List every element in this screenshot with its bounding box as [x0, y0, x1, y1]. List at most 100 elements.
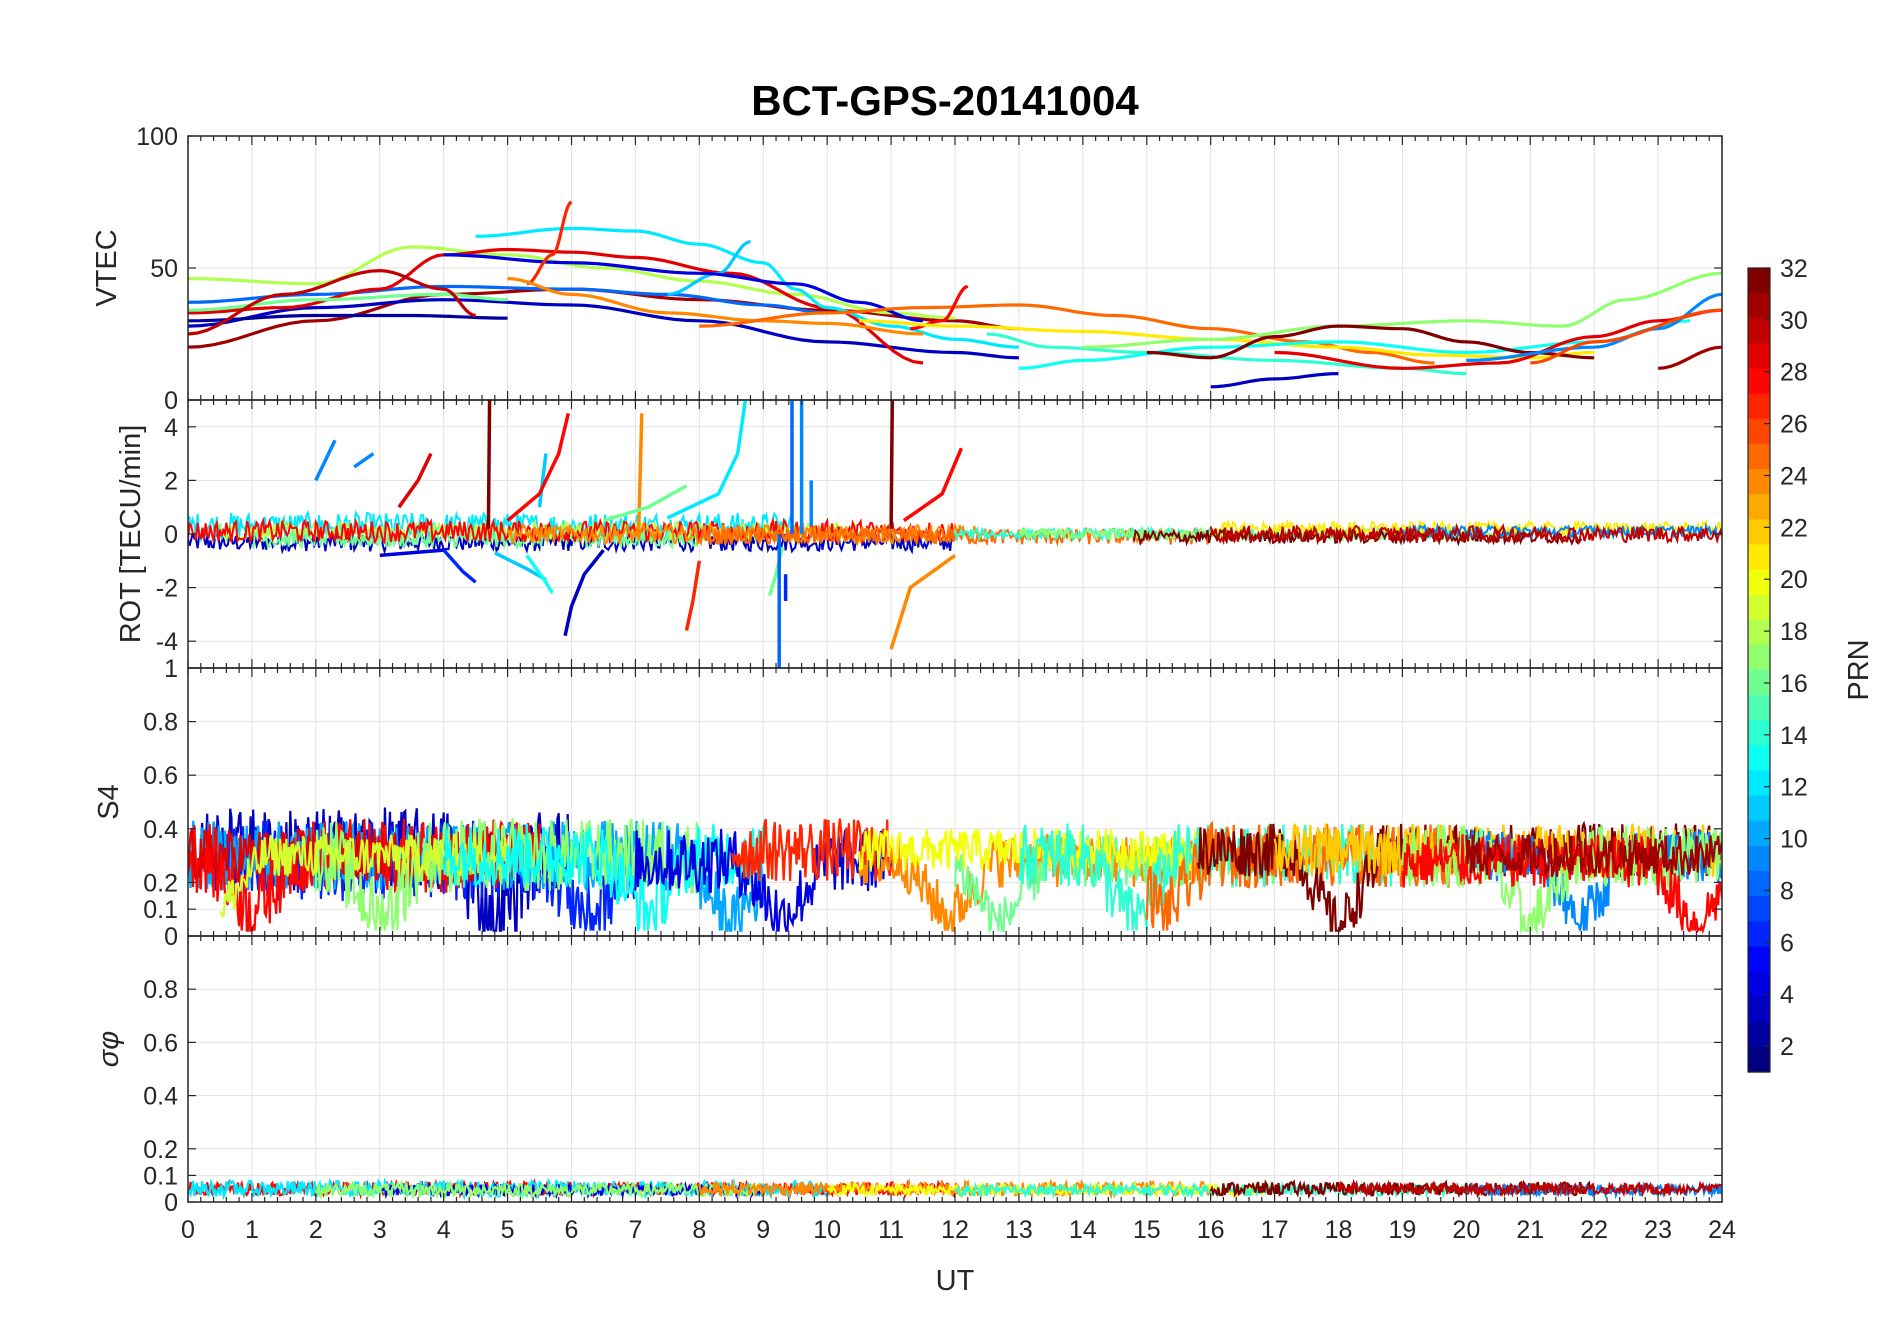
colorbar-tick-label: 32 — [1780, 255, 1808, 283]
x-tick-label: 10 — [813, 1216, 841, 1244]
colorbar-swatch — [1748, 393, 1770, 420]
colorbar-swatch — [1748, 845, 1770, 872]
s4-line-prn-28 — [1401, 834, 1722, 935]
colorbar-swatch — [1748, 921, 1770, 947]
vtec-line-prn-24 — [507, 277, 924, 336]
colorbar-swatch — [1748, 268, 1770, 294]
y-axis-label-rot: ROT [TECU/min] — [115, 425, 147, 644]
rot-excursion-prn-28 — [902, 447, 964, 523]
colorbar-tick-label: 14 — [1780, 722, 1808, 750]
colorbar-swatch — [1748, 946, 1770, 973]
y-axis-label-s4: S4 — [93, 784, 125, 819]
colorbar-swatch — [1748, 720, 1770, 746]
y-axis-label-sigma: σφ — [93, 1031, 125, 1067]
y-tick-label: 0.2 — [143, 869, 178, 897]
vtec-line-prn-4 — [443, 253, 924, 323]
x-tick-label: 12 — [941, 1216, 969, 1244]
colorbar-tick-label: 6 — [1780, 929, 1794, 957]
colorbar-swatch — [1748, 418, 1770, 445]
x-tick-label: 6 — [565, 1216, 579, 1244]
colorbar-tick-label: 24 — [1780, 462, 1808, 490]
colorbar-tick-label: 30 — [1780, 307, 1808, 335]
x-tick-label: 15 — [1133, 1216, 1161, 1244]
colorbar-swatch — [1748, 745, 1770, 772]
vtec-line-prn-30 — [188, 269, 476, 336]
series-group-rot — [188, 400, 1722, 668]
rot-excursion-prn-11 — [537, 453, 548, 508]
y-tick-label: 0.1 — [143, 896, 178, 924]
colorbar-swatch — [1748, 770, 1770, 797]
y-tick-label: -2 — [156, 575, 178, 603]
x-tick-label: 2 — [309, 1216, 323, 1244]
colorbar-swatch — [1748, 443, 1770, 470]
colorbar-swatch — [1748, 996, 1770, 1023]
x-tick-label: 0 — [181, 1216, 195, 1244]
y-tick-label: 0.6 — [143, 762, 178, 790]
colorbar-tick-label: 20 — [1780, 566, 1808, 594]
s4-line-prn-17 — [1401, 824, 1722, 935]
vtec-line-prn-18 — [188, 245, 956, 320]
rot-excursion-prn-4 — [379, 548, 444, 558]
vtec-line-prn-31 — [1657, 345, 1722, 370]
s4-line-prn-20 — [858, 826, 1212, 874]
y-tick-label: 0.6 — [143, 1029, 178, 1057]
colorbar-swatch — [1748, 293, 1770, 319]
colorbar-tick-label: 28 — [1780, 359, 1808, 387]
colorbar-tick-label: 22 — [1780, 514, 1808, 542]
y-tick-label: 0 — [164, 1189, 178, 1217]
colorbar-tick-label: 16 — [1780, 670, 1808, 698]
colorbar-swatch — [1748, 971, 1770, 998]
rot-excursion-prn-12 — [666, 400, 748, 520]
x-tick-label: 5 — [501, 1216, 515, 1244]
series-group-vtec — [188, 200, 1722, 389]
y-tick-label: 0 — [164, 923, 178, 951]
x-tick-label: 24 — [1708, 1216, 1736, 1244]
rot-excursion-prn-28 — [506, 412, 571, 522]
colorbar-tick-label: 18 — [1780, 618, 1808, 646]
rot-excursion-prn-29 — [397, 452, 433, 509]
colorbar-swatch — [1748, 1021, 1770, 1048]
colorbar-swatch — [1748, 820, 1770, 847]
rot-excursion-prn-32 — [889, 400, 895, 529]
chart-title: BCT-GPS-20141004 — [751, 77, 1139, 124]
rot-excursion-prn-9 — [353, 452, 375, 469]
panel-s4: 00.10.2 0.4 0.6 0.8 1 S4 — [93, 655, 1723, 951]
colorbar-label: PRN — [1843, 639, 1875, 700]
y-tick-label: 0.4 — [143, 1083, 178, 1111]
y-tick-label: 4 — [164, 414, 178, 442]
colorbar-swatch — [1748, 1046, 1770, 1073]
rot-excursion-prn-27 — [684, 560, 702, 631]
vtec-line-prn-28 — [910, 284, 969, 331]
colorbar-swatch — [1748, 871, 1770, 897]
x-tick-label: 21 — [1516, 1216, 1544, 1244]
x-tick-label: 8 — [692, 1216, 706, 1244]
series-group-s4 — [188, 807, 1722, 935]
rot-line-prn-30 — [1209, 522, 1722, 546]
colorbar-swatch — [1748, 619, 1770, 646]
rot-excursion-prn-3 — [563, 549, 605, 637]
y-axis-label-vtec: VTEC — [91, 229, 123, 306]
colorbar-tick-label: 4 — [1780, 981, 1794, 1009]
vtec-line-prn-26 — [1530, 308, 1722, 365]
y-tick-label: 0.4 — [143, 816, 178, 844]
x-tick-label: 18 — [1325, 1216, 1353, 1244]
x-axis-label: UT — [936, 1265, 975, 1297]
x-tick-label: 23 — [1644, 1216, 1672, 1244]
colorbar-tick-label: 10 — [1780, 826, 1808, 854]
x-tick-label: 13 — [1005, 1216, 1033, 1244]
colorbar-swatch — [1748, 343, 1770, 370]
y-tick-label: 2 — [164, 467, 178, 495]
colorbar-swatch — [1748, 569, 1770, 596]
colorbar-swatch — [1748, 896, 1770, 922]
panel-vtec: 50 100 VTEC — [91, 123, 1723, 401]
y-tick-label: 1 — [164, 655, 178, 683]
colorbar-tick-label: 8 — [1780, 877, 1794, 905]
colorbar-swatch — [1748, 368, 1770, 395]
colorbar-swatch — [1748, 494, 1770, 520]
x-tick-label: 7 — [628, 1216, 642, 1244]
y-tick-label: 0 — [164, 521, 178, 549]
colorbar-swatch — [1748, 695, 1770, 721]
